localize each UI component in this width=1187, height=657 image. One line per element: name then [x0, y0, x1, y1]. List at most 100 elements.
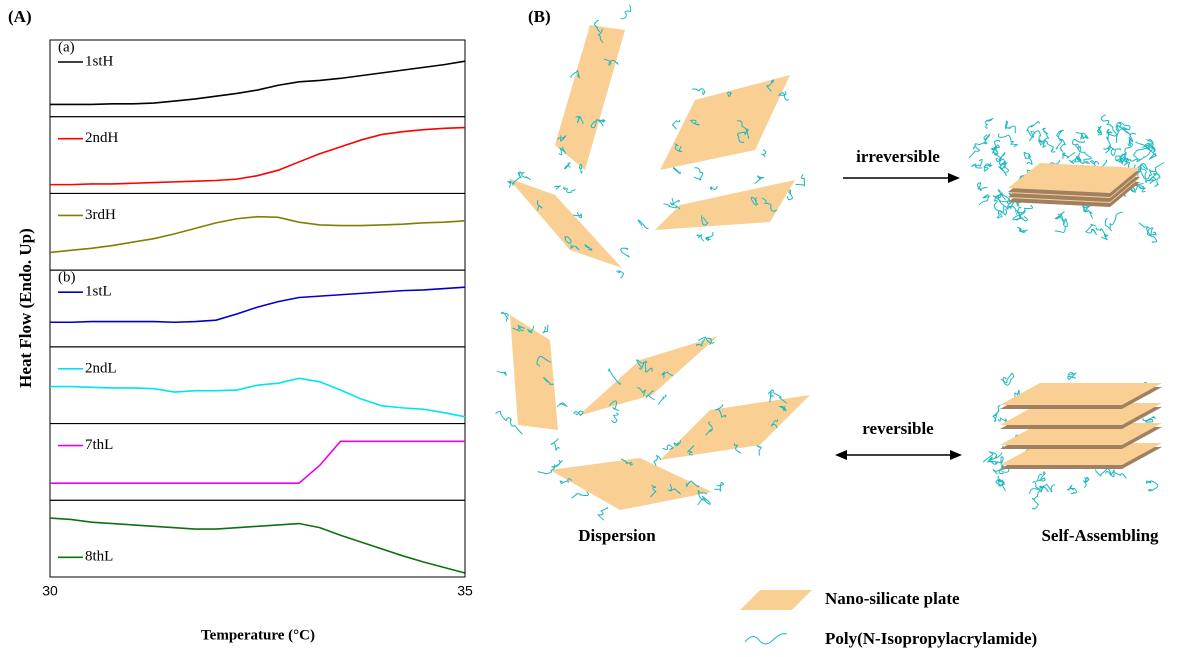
- polymer: [570, 69, 581, 79]
- polymer: [584, 243, 593, 251]
- group-label: (b): [58, 270, 76, 286]
- polymer: [1148, 173, 1158, 184]
- caption: Dispersion: [578, 526, 656, 545]
- polymer: [1067, 484, 1078, 495]
- polymer: [597, 28, 604, 44]
- polymer: [553, 185, 561, 190]
- polymer: [1120, 142, 1133, 164]
- polymer: [696, 336, 707, 347]
- x-tick-label: 30: [42, 583, 58, 599]
- polymer: [1067, 372, 1077, 381]
- polymer: [1004, 120, 1016, 134]
- polymer: [1142, 415, 1156, 423]
- legend-plate: [740, 590, 812, 610]
- polymer: [1147, 227, 1158, 243]
- stacked-plate: [1000, 383, 1162, 405]
- polymer: [1017, 226, 1028, 233]
- plate: [660, 395, 810, 460]
- legend-label: 1stH: [85, 53, 114, 69]
- polymer: [1040, 139, 1056, 153]
- polymer: [1119, 153, 1126, 165]
- stacked-plate: [1008, 163, 1140, 193]
- polymer: [697, 490, 708, 501]
- polymer: [1139, 165, 1156, 180]
- polymer: [1147, 139, 1157, 160]
- polymer: [620, 247, 630, 258]
- polymer: [550, 437, 560, 451]
- polymer: [512, 327, 524, 332]
- polymer: [1055, 138, 1067, 153]
- data-line: [50, 377, 466, 418]
- polymer: [1075, 145, 1092, 165]
- polymer: [536, 355, 551, 367]
- polymer: [761, 197, 778, 212]
- polymer: [689, 119, 700, 126]
- polymer: [550, 459, 563, 468]
- polymer: [999, 158, 1009, 173]
- polymer: [1105, 125, 1121, 137]
- polymer: [1141, 142, 1154, 151]
- polymer: [636, 359, 645, 370]
- polymer: [714, 482, 725, 493]
- polymer: [997, 189, 1010, 203]
- caption: Self-Assembling: [1041, 526, 1159, 545]
- polymer: [991, 139, 1001, 154]
- data-line: [50, 126, 466, 186]
- polymer: [1145, 480, 1159, 492]
- plate: [660, 75, 790, 170]
- polymer: [1134, 181, 1146, 193]
- schematic: irreversible reversible Dispersion Self-…: [495, 4, 1165, 648]
- polymer: [495, 410, 513, 421]
- panel-label: (B): [528, 7, 551, 26]
- polymer: [517, 324, 526, 329]
- plate: [550, 458, 712, 510]
- polymer: [691, 88, 706, 95]
- polymer: [1116, 124, 1131, 137]
- polymer: [979, 134, 991, 146]
- panel-frame: [49, 499, 466, 578]
- polymer: [750, 196, 759, 206]
- polymer: [786, 189, 793, 201]
- plate: [510, 315, 558, 430]
- polymer: [661, 370, 674, 379]
- data-line: [50, 440, 465, 485]
- polymer: [968, 143, 981, 159]
- arrow-label: irreversible: [856, 147, 940, 166]
- legend-label: Poly(N-Isopropylacrylamide): [825, 629, 1037, 648]
- polymer: [603, 58, 619, 66]
- polymer: [637, 387, 647, 397]
- panel-frame: [49, 116, 466, 194]
- polymer: [993, 194, 1005, 214]
- polymer: [564, 162, 571, 170]
- polymer: [1132, 141, 1149, 163]
- polymer: [558, 146, 567, 156]
- polymer: [556, 402, 568, 408]
- group-label: (a): [58, 39, 75, 55]
- polymer: [705, 231, 714, 242]
- legend-label: 7thL: [85, 437, 113, 453]
- polymer: [512, 171, 523, 185]
- polymer: [778, 405, 787, 412]
- polymer: [593, 19, 601, 33]
- polymer: [995, 475, 1005, 486]
- polymer: [575, 115, 584, 124]
- polymer: [977, 182, 988, 192]
- polymer: [556, 135, 567, 142]
- polymer: [1105, 469, 1127, 479]
- panel-frame: [49, 192, 466, 271]
- legend-polymer: [744, 633, 788, 645]
- polymer: [543, 376, 554, 385]
- arrowhead: [835, 450, 847, 460]
- polymer: [766, 79, 775, 92]
- polymer: [620, 458, 634, 466]
- polymer: [996, 208, 1008, 219]
- polymer: [571, 491, 589, 499]
- polymer: [1062, 151, 1076, 160]
- polymer: [578, 163, 583, 174]
- polymer: [662, 444, 674, 450]
- polymer: [645, 390, 655, 401]
- polymer: [992, 404, 1001, 422]
- polymer: [693, 167, 704, 181]
- polymer: [1054, 218, 1068, 233]
